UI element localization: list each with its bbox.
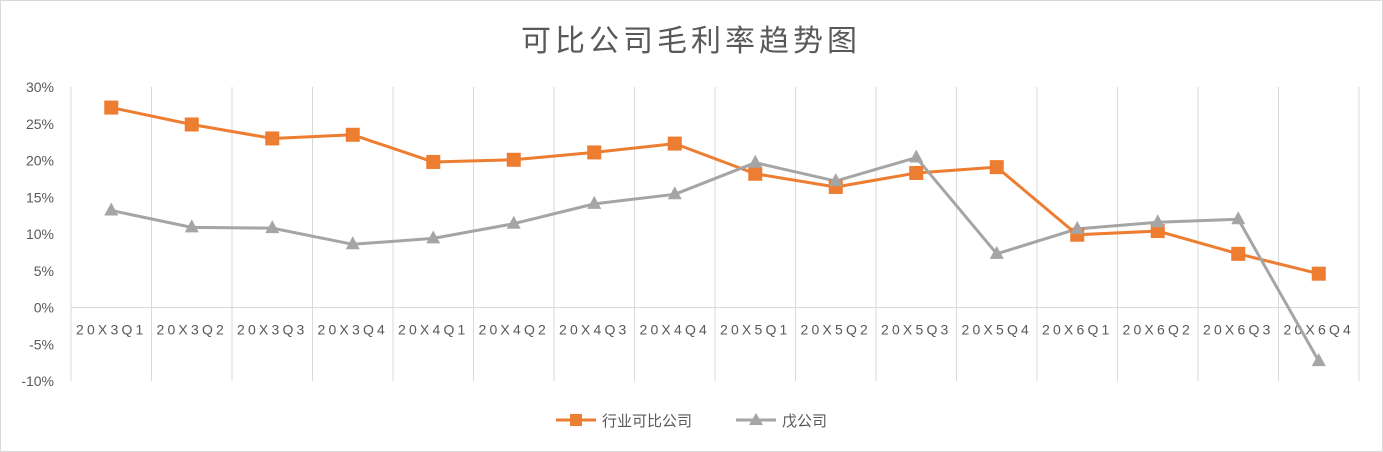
data-point-triangle	[265, 220, 280, 234]
data-point-triangle	[1311, 353, 1326, 367]
data-point-square	[426, 154, 441, 169]
x-tick-label: 20X6Q1	[1042, 322, 1113, 338]
x-tick-label: 20X4Q3	[559, 322, 630, 338]
y-tick-label: 20%	[26, 153, 54, 169]
x-tick-label: 20X4Q4	[639, 322, 710, 338]
data-point-square	[748, 166, 763, 181]
x-tick-label: 20X3Q2	[156, 322, 227, 338]
data-point-triangle	[828, 173, 843, 187]
y-tick-label: -5%	[29, 336, 54, 352]
x-axis-ticks: 20X3Q1 20X3Q2 20X3Q3 20X3Q4 20X4Q1 20X4Q2 20X4…	[76, 322, 1354, 338]
x-tick-label: 20X3Q3	[237, 322, 308, 338]
data-point-triangle	[1231, 211, 1246, 225]
data-point-triangle	[989, 245, 1004, 259]
data-point-triangle	[909, 149, 924, 163]
data-point-triangle	[184, 219, 199, 233]
data-point-triangle	[1150, 214, 1165, 228]
data-point-triangle	[104, 202, 119, 216]
y-axis-ticks: 30% 25% 20% 15% 10% 5% 0% -5% -10%	[21, 79, 54, 389]
data-point-square	[587, 145, 602, 160]
data-point-triangle	[426, 230, 441, 244]
x-tick-label: 20X6Q2	[1122, 322, 1193, 338]
data-point-square	[345, 127, 360, 142]
data-point-square	[1311, 266, 1326, 281]
data-point-triangle	[587, 195, 602, 209]
data-point-triangle	[748, 154, 763, 168]
series-markers	[104, 100, 1326, 367]
y-tick-label: 30%	[26, 79, 54, 95]
data-point-square	[1231, 246, 1246, 261]
x-tick-label: 20X3Q4	[317, 322, 388, 338]
data-point-triangle	[667, 186, 682, 200]
data-point-square	[506, 152, 521, 167]
x-tick-label: 20X5Q4	[961, 322, 1032, 338]
chart-title: 可比公司毛利率趋势图	[521, 24, 861, 59]
legend-label-2: 戊公司	[782, 412, 827, 430]
x-tick-label: 20X5Q1	[720, 322, 791, 338]
data-point-triangle	[506, 215, 521, 229]
x-tick-label: 20X6Q3	[1203, 322, 1274, 338]
legend: 行业可比公司 戊公司	[556, 412, 827, 430]
data-point-square	[265, 131, 280, 146]
data-point-square	[104, 100, 119, 115]
x-tick-label: 20X5Q3	[881, 322, 952, 338]
x-tick-label: 20X3Q1	[76, 322, 147, 338]
legend-marker-1	[570, 414, 582, 426]
y-tick-label: 5%	[34, 263, 54, 279]
data-point-triangle	[345, 236, 360, 250]
y-tick-label: 25%	[26, 116, 54, 132]
x-tick-label: 20X5Q2	[800, 322, 871, 338]
data-point-square	[989, 160, 1004, 175]
legend-marker-2	[749, 413, 763, 425]
data-point-square	[667, 136, 682, 151]
data-point-triangle	[1070, 220, 1085, 234]
y-tick-label: 0%	[34, 300, 54, 316]
x-tick-label: 20X6Q4	[1283, 322, 1354, 338]
series-lines	[110, 106, 1321, 362]
y-tick-label: 10%	[26, 226, 54, 242]
x-tick-label: 20X4Q1	[398, 322, 469, 338]
legend-label-1: 行业可比公司	[602, 412, 692, 430]
y-tick-label: 15%	[26, 189, 54, 205]
series-line-2	[110, 156, 1321, 362]
y-tick-label: -10%	[21, 373, 54, 389]
data-point-square	[909, 165, 924, 180]
x-tick-label: 20X4Q2	[478, 322, 549, 338]
series-line-1	[110, 106, 1320, 276]
data-point-square	[184, 117, 199, 132]
